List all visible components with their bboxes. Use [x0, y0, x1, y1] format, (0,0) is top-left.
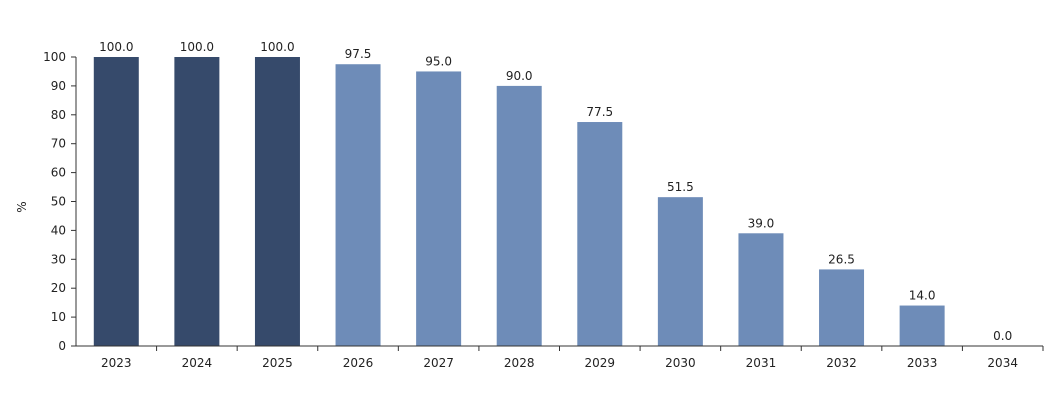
data-label-2024: 100.0 [180, 40, 214, 54]
y-tick-label: 50 [51, 195, 66, 209]
data-label-2026: 97.5 [345, 47, 372, 61]
y-tick-label: 10 [51, 310, 66, 324]
data-label-2034: 0.0 [993, 329, 1012, 343]
x-tick-label-2030: 2030 [665, 356, 696, 370]
y-tick-label: 100 [43, 50, 66, 64]
y-tick-label: 60 [51, 166, 66, 180]
x-tick-label-2031: 2031 [746, 356, 777, 370]
data-label-2027: 95.0 [425, 54, 452, 68]
y-axis-label: % [15, 201, 29, 212]
bar-2030 [657, 197, 703, 346]
y-tick-label: 40 [51, 223, 66, 237]
bar-2025 [254, 57, 300, 346]
y-tick-label: 70 [51, 137, 66, 151]
x-tick-label-2033: 2033 [907, 356, 938, 370]
y-tick-label: 80 [51, 108, 66, 122]
x-tick-label-2027: 2027 [423, 356, 454, 370]
data-label-2031: 39.0 [748, 216, 775, 230]
data-label-2023: 100.0 [99, 40, 133, 54]
bar-2026 [335, 64, 381, 346]
data-label-2025: 100.0 [260, 40, 294, 54]
x-axis: 2023 2024 2025 2026 2027 2028 2029 2030 2031 2032… [76, 345, 1044, 370]
x-tick-label-2032: 2032 [826, 356, 857, 370]
bar-2023 [93, 57, 139, 346]
data-label-2028: 90.0 [506, 69, 533, 83]
bar-2029 [577, 122, 623, 347]
bar-2024 [174, 57, 220, 346]
bar-2028 [496, 85, 542, 347]
data-label-2033: 14.0 [909, 289, 936, 303]
data-label-2032: 26.5 [828, 252, 855, 266]
x-tick-label-2028: 2028 [504, 356, 535, 370]
x-tick-label-2023: 2023 [101, 356, 132, 370]
y-tick-label: 90 [51, 79, 66, 93]
bar-2032 [819, 269, 865, 346]
y-axis: 0 10 20 30 40 50 60 70 80 90 100 [43, 50, 77, 353]
y-tick-label: 0 [58, 339, 66, 353]
data-label-2030: 51.5 [667, 180, 694, 194]
x-tick-label-2025: 2025 [262, 356, 293, 370]
y-tick-label: 30 [51, 252, 66, 266]
data-label-2029: 77.5 [586, 105, 613, 119]
x-tick-label-2026: 2026 [343, 356, 374, 370]
bar-2033 [899, 305, 945, 346]
y-tick-label: 20 [51, 281, 66, 295]
x-tick-label-2024: 2024 [182, 356, 213, 370]
x-tick-label-2029: 2029 [585, 356, 616, 370]
bar-2031 [738, 233, 784, 346]
bars-group: 100.0 100.0 100.0 97.5 95.0 90.0 77.5 51.5 39.0 2… [93, 40, 1012, 347]
bar-2027 [416, 71, 462, 346]
x-tick-label-2034: 2034 [987, 356, 1018, 370]
